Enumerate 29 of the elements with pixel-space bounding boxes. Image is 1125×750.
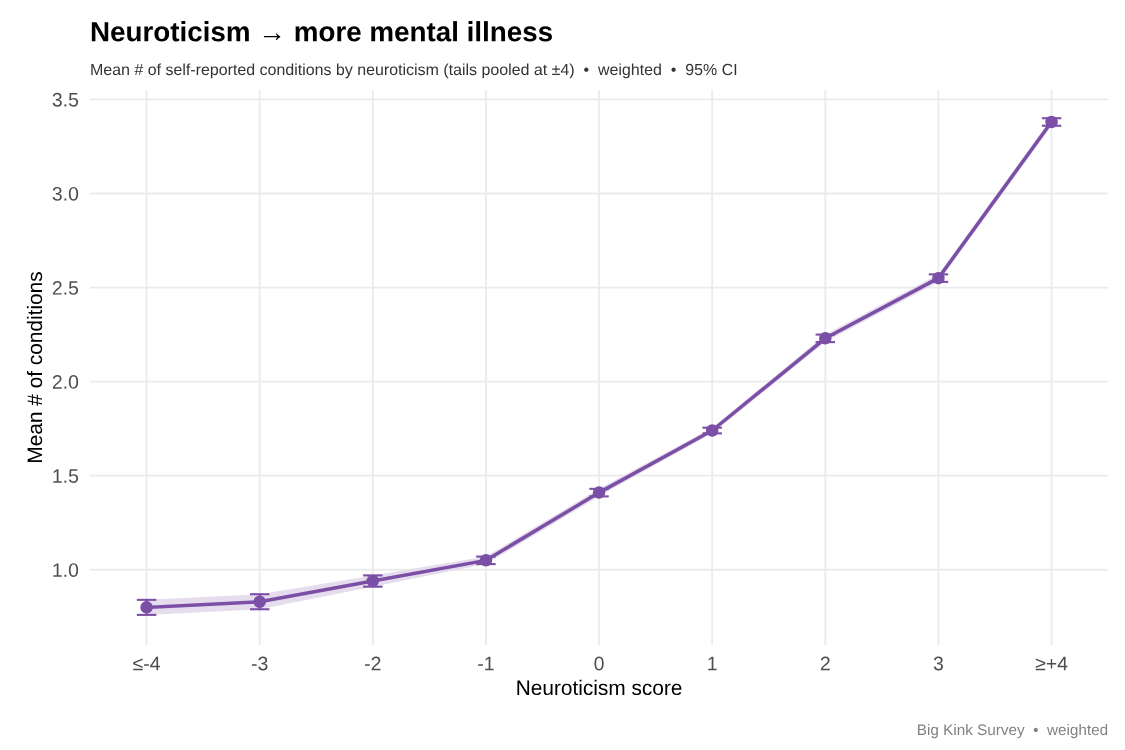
- y-tick-label: 1.0: [53, 563, 79, 577]
- chart-subtitle: Mean # of self-reported conditions by neuroticism (tails pooled at ±4) • weighted • 95% CI: [91, 63, 737, 79]
- point: [592, 486, 606, 499]
- y-tick-label: 3.0: [52, 186, 79, 201]
- point: [366, 574, 380, 588]
- x-tick-label: 1: [708, 656, 717, 671]
- x-tick-label: -2: [365, 656, 381, 671]
- point: [140, 601, 153, 614]
- y-tick-label: 2.0: [52, 375, 79, 389]
- y-tick-label: 3.5: [52, 92, 79, 107]
- text: Big Kink Survey • weighted: [918, 723, 1108, 739]
- chart-title: Neuroticism → more mental illness: [91, 21, 552, 42]
- y-tick-label: 2.5: [52, 281, 79, 295]
- y-tick-label: 1.5: [53, 469, 79, 483]
- point: [819, 332, 832, 345]
- x-tick-label: 2: [820, 656, 830, 671]
- point: [705, 424, 719, 437]
- x-tick-label: -3: [251, 656, 268, 671]
- x-tick-label: -1: [478, 656, 494, 671]
- x-tick-label: 0: [594, 656, 604, 671]
- y-axis-title: Mean # of conditions: [26, 272, 43, 462]
- x-axis-title: Neuroticism score: [517, 679, 682, 696]
- point: [253, 595, 266, 608]
- x-tick-label: ≤-4: [133, 656, 160, 671]
- x-tick-label: ≥+4: [1035, 656, 1068, 671]
- point: [1045, 115, 1058, 129]
- point: [932, 271, 945, 285]
- x-tick-label: 3: [933, 656, 943, 671]
- point: [479, 554, 493, 567]
